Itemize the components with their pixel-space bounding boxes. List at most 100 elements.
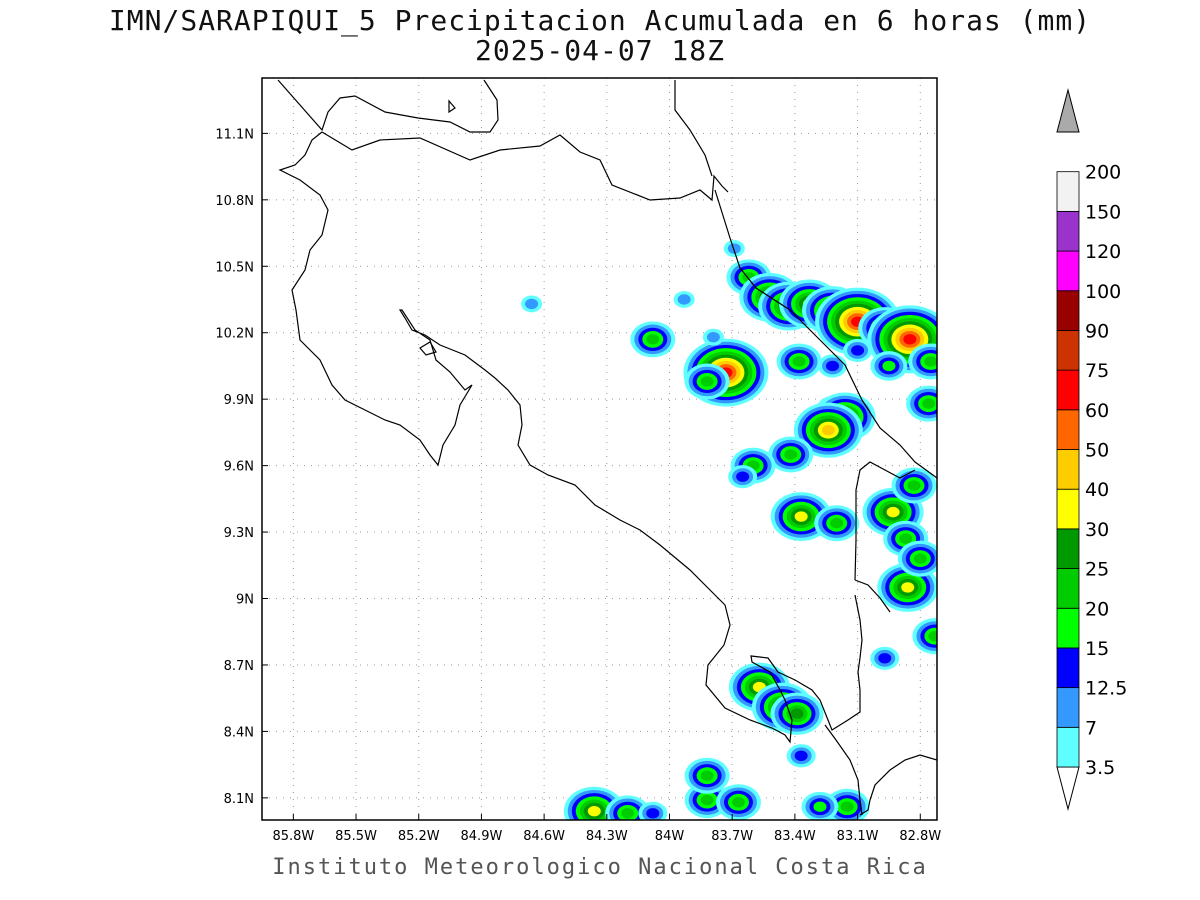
osa-peninsula bbox=[824, 724, 863, 816]
lon-tick-label: 83.7W bbox=[711, 829, 753, 844]
precip-contour bbox=[700, 770, 714, 781]
lat-tick-label: 9N bbox=[236, 593, 254, 608]
precip-contour bbox=[706, 331, 720, 343]
map-title: IMN/SARAPIQUI_5 Precipitacion Acumulada … bbox=[108, 4, 1092, 37]
lat-tick-label: 9.6N bbox=[224, 460, 254, 475]
precip-contour bbox=[882, 360, 896, 372]
river-line bbox=[674, 80, 713, 177]
lon-tick-label: 84.6W bbox=[523, 829, 565, 844]
precip-cell bbox=[723, 240, 745, 257]
precip-cell bbox=[728, 465, 758, 489]
colorbar-label: 100 bbox=[1085, 281, 1121, 303]
colorbar-min-triangle bbox=[1056, 766, 1080, 811]
precip-contour bbox=[928, 630, 937, 642]
precip-cell bbox=[870, 351, 908, 381]
precip-contour bbox=[840, 801, 854, 812]
precip-contour bbox=[792, 356, 806, 367]
precip-contour bbox=[646, 334, 660, 345]
colorbar-swatch bbox=[1056, 607, 1080, 649]
colorbar-swatch bbox=[1056, 528, 1080, 569]
panama-border bbox=[854, 461, 916, 581]
central-pacific-coast bbox=[494, 377, 863, 744]
colorbar-label: 25 bbox=[1085, 559, 1109, 581]
precip-cell bbox=[770, 692, 824, 735]
colorbar-label: 7 bbox=[1085, 717, 1097, 739]
precip-cell bbox=[684, 363, 730, 400]
precip-contour bbox=[878, 653, 892, 664]
precip-cell bbox=[908, 343, 937, 380]
map-frame bbox=[261, 77, 938, 821]
precip-contour bbox=[851, 345, 865, 356]
colorbar-swatch bbox=[1056, 726, 1080, 768]
precip-cell bbox=[673, 291, 695, 308]
colorbar-label: 50 bbox=[1085, 440, 1109, 462]
precip-contour bbox=[677, 294, 691, 305]
axis-ticks: 85.8W 85.5W 85.2W 84.9W 84.6W 84.3W 84W 83.7W 83… bbox=[215, 127, 941, 844]
colorbar-label: 60 bbox=[1085, 400, 1109, 422]
colorbar-swatch bbox=[1056, 171, 1080, 212]
precip-cell bbox=[605, 795, 651, 820]
precip-cell bbox=[877, 563, 937, 612]
lon-tick-label: 84.3W bbox=[586, 829, 628, 844]
pacific-coast-line bbox=[278, 131, 496, 467]
lon-tick-label: 85.2W bbox=[398, 829, 440, 844]
precip-cell bbox=[897, 540, 937, 577]
precip-cell bbox=[776, 343, 822, 380]
lon-tick-label: 83.1W bbox=[837, 829, 879, 844]
precip-cell bbox=[891, 467, 937, 504]
precip-contour bbox=[899, 533, 913, 544]
precip-contour bbox=[794, 750, 808, 761]
precip-contour bbox=[525, 298, 539, 310]
colorbar-label: 200 bbox=[1085, 162, 1121, 184]
lat-tick-label: 9.3N bbox=[224, 526, 254, 541]
colorbar-swatch bbox=[1056, 330, 1080, 371]
precip-contour bbox=[821, 424, 835, 436]
colorbar-label: 12.5 bbox=[1085, 678, 1127, 700]
precip-contour bbox=[700, 794, 714, 806]
precip-contour bbox=[784, 449, 798, 460]
lat-tick-label: 11.1N bbox=[215, 127, 254, 142]
precip-cell bbox=[906, 385, 937, 422]
colorbar-swatch bbox=[1056, 210, 1080, 252]
precip-contour bbox=[826, 360, 840, 372]
northern-border-line bbox=[321, 131, 729, 202]
colorbar-swatch bbox=[1056, 568, 1080, 609]
lat-tick-label: 10.8N bbox=[215, 194, 254, 209]
lon-tick-label: 85.8W bbox=[272, 829, 314, 844]
panama-coast bbox=[859, 754, 937, 816]
precip-contour bbox=[736, 471, 750, 482]
colorbar-swatch bbox=[1056, 488, 1080, 530]
colorbar-label: 30 bbox=[1085, 519, 1109, 541]
colorbar-label: 3.5 bbox=[1085, 757, 1115, 779]
precip-cell bbox=[883, 520, 929, 557]
precip-contour bbox=[790, 708, 804, 719]
colorbar-label: 75 bbox=[1085, 360, 1109, 382]
colorbar-swatch bbox=[1056, 250, 1080, 292]
precip-contour bbox=[886, 506, 900, 518]
precip-contour bbox=[922, 398, 936, 409]
precip-cell bbox=[786, 744, 816, 768]
precip-contour bbox=[903, 334, 917, 345]
precip-cell bbox=[702, 328, 724, 346]
precip-cell bbox=[843, 338, 873, 363]
precip-contour bbox=[700, 376, 714, 387]
precip-cell bbox=[793, 402, 863, 458]
lon-tick-label: 85.5W bbox=[335, 829, 377, 844]
chiriqui-border bbox=[854, 579, 891, 613]
precip-cell bbox=[521, 295, 543, 313]
colorbar-label: 90 bbox=[1085, 320, 1109, 342]
colorbar-label: 20 bbox=[1085, 598, 1109, 620]
caribbean-coast-line bbox=[714, 189, 937, 479]
lat-tick-label: 10.5N bbox=[215, 260, 254, 275]
precip-contour bbox=[830, 518, 844, 529]
lat-tick-label: 8.1N bbox=[224, 792, 254, 807]
colorbar-swatch bbox=[1056, 290, 1080, 331]
precip-contour bbox=[913, 553, 927, 564]
precip-contour bbox=[727, 243, 741, 254]
precip-cell bbox=[912, 618, 937, 655]
lon-tick-label: 84.9W bbox=[461, 829, 503, 844]
colorbar-swatch bbox=[1056, 687, 1080, 728]
colorbar-swatch bbox=[1056, 449, 1080, 490]
colorbar-swatch bbox=[1056, 647, 1080, 689]
